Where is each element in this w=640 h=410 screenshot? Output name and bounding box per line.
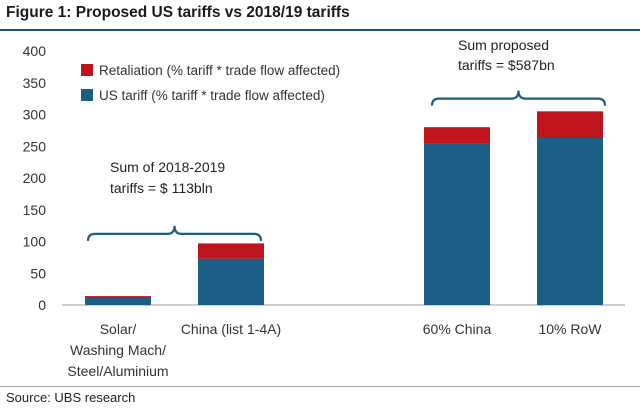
x-category-label: 10% RoW [538, 321, 602, 337]
footer-rule [0, 386, 640, 387]
y-tick-label: 350 [23, 75, 47, 91]
source-note: Source: UBS research [6, 390, 136, 405]
chart-title: Figure 1: Proposed US tariffs vs 2018/19… [6, 4, 350, 21]
y-tick-label: 400 [23, 43, 47, 59]
bracket-2018-2019 [86, 225, 263, 241]
y-tick-label: 150 [23, 202, 47, 218]
bar-retaliation [198, 243, 264, 259]
x-category-label: 60% China [423, 321, 492, 337]
legend-label: US tariff (% tariff * trade flow affecte… [99, 88, 325, 103]
annotation-2018-2019: Sum of 2018-2019 [110, 159, 225, 175]
bar-retaliation [85, 296, 151, 299]
bar-retaliation [424, 127, 490, 144]
annotation-proposed: tariffs = $587bn [458, 57, 555, 73]
y-tick-label: 250 [23, 138, 47, 154]
title-rule [0, 29, 640, 31]
legend-label: Retaliation (% tariff * trade flow affec… [99, 63, 340, 78]
y-tick-label: 300 [23, 107, 47, 123]
x-category-label: Washing Mach/ [70, 342, 166, 358]
x-category-label: Solar/ [100, 321, 137, 337]
legend-swatch [81, 64, 93, 76]
bar-us-tariff [537, 137, 603, 305]
y-tick-label: 100 [23, 234, 47, 250]
y-tick-label: 200 [23, 170, 47, 186]
bar-us-tariff [424, 143, 490, 305]
bar-us-tariff [198, 258, 264, 305]
annotation-2018-2019: tariffs = $ 113bln [110, 180, 213, 196]
stacked-bar-chart: 0 50 100 150 200 250 300 350 400 Solar/Washing Ma… [23, 37, 625, 379]
bracket-proposed [430, 90, 607, 106]
y-tick-label: 50 [30, 265, 46, 281]
annotation-proposed: Sum proposed [458, 37, 549, 53]
x-category-label: Steel/Aluminium [67, 363, 168, 379]
bar-us-tariff [85, 298, 151, 305]
x-category-label: China (list 1-4A) [181, 321, 281, 337]
y-tick-label: 0 [38, 297, 46, 313]
bar-retaliation [537, 111, 603, 138]
legend-swatch [81, 89, 93, 101]
